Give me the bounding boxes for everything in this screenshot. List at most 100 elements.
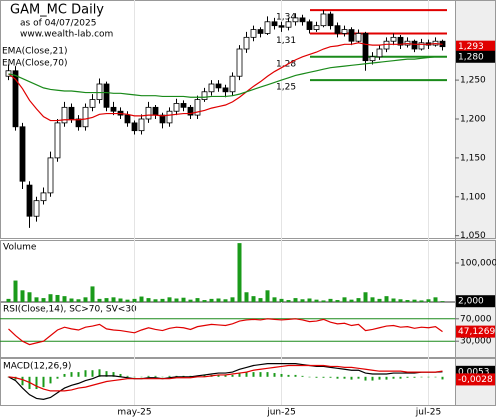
legend-entry: EMA(Close,21) (2, 47, 67, 57)
macd-line (8, 363, 443, 400)
histogram-bar (238, 373, 241, 377)
candle-body (390, 36, 397, 42)
histogram-bar (56, 376, 59, 379)
volume-bar (363, 292, 368, 302)
volume-bar (83, 297, 88, 302)
last-value-label: 1,293 (458, 42, 484, 52)
level-label: 1,28 (276, 59, 296, 69)
volume-bar (440, 301, 445, 302)
candle-body (257, 29, 264, 34)
volume-bar (349, 299, 354, 302)
histogram-bar (378, 376, 381, 380)
histogram-bar (308, 376, 311, 378)
histogram-bar (154, 375, 157, 377)
volume-bar (251, 296, 256, 302)
volume-bar (69, 298, 74, 302)
volume-bar (160, 298, 165, 302)
volume-bar (125, 299, 130, 302)
volume-bar (300, 299, 305, 302)
histogram-bar (119, 373, 122, 377)
candle-body (201, 91, 208, 100)
y-tick-label: 100,000 (460, 259, 496, 269)
volume-bar (321, 300, 326, 302)
candle-body (215, 83, 222, 89)
volume-bar (370, 297, 375, 302)
volume-bar (181, 297, 186, 302)
histogram-bar (399, 376, 402, 379)
histogram-bar (315, 376, 318, 378)
volume-bar (139, 296, 144, 302)
candle-body (320, 13, 327, 27)
volume-bar (412, 299, 417, 302)
histogram-bar (161, 376, 164, 378)
volume-bar (90, 286, 95, 302)
last-value-box (456, 325, 495, 338)
volume-bar (223, 299, 228, 302)
volume-bar (426, 299, 431, 302)
candle-body (26, 184, 33, 217)
volume-bar (286, 300, 291, 302)
volume-bar (202, 300, 207, 302)
histogram-bar (133, 376, 136, 378)
histogram-bar (343, 376, 346, 379)
candle-body (369, 56, 376, 62)
histogram-bar (434, 376, 437, 378)
histogram-bar (441, 376, 444, 380)
candle-body (40, 192, 47, 202)
candle-body (96, 83, 103, 100)
y-tick-label: 1,200 (460, 115, 486, 125)
volume-bar (272, 297, 277, 302)
candle-body (264, 21, 271, 34)
ema-line (8, 56, 443, 98)
histogram-bar (147, 375, 150, 377)
histogram-bar (21, 376, 24, 386)
volume-bar (237, 243, 242, 302)
rsi-line (8, 318, 443, 346)
x-tick-label: jun-25 (266, 408, 296, 418)
candle-body (278, 25, 285, 28)
histogram-bar (301, 375, 304, 377)
volume-bar (62, 296, 67, 302)
histogram-bar (259, 372, 262, 377)
volume-bar (377, 298, 382, 302)
histogram-bar (77, 372, 80, 377)
histogram-bar (420, 376, 423, 378)
candle-body (229, 75, 236, 93)
histogram-bar (63, 373, 66, 377)
candle-body (12, 70, 19, 128)
volume-bar (293, 298, 298, 302)
candle-body (180, 103, 187, 108)
volume-bar (104, 298, 109, 302)
candle-body (397, 36, 404, 46)
volume-bar (55, 294, 60, 302)
candle-body (131, 122, 138, 132)
histogram-bar (287, 374, 290, 377)
volume-bar (97, 298, 102, 302)
volume-bar (34, 297, 39, 302)
volume-bar (342, 297, 347, 302)
last-value-label: 2,000 (458, 297, 484, 307)
candle-body (411, 40, 418, 50)
y-tick-label: 1,150 (460, 153, 486, 163)
histogram-bar (224, 374, 227, 377)
candle-body (194, 99, 201, 116)
histogram-bar (245, 372, 248, 377)
volume-bar (216, 298, 221, 302)
histogram-bar (364, 376, 367, 381)
volume-bar (279, 298, 284, 302)
volume-bar (146, 298, 151, 302)
candle-body (418, 42, 425, 50)
volume-bar (13, 280, 18, 302)
last-value-label: 1,280 (458, 52, 484, 62)
candle-body (110, 106, 117, 112)
histogram-bar (322, 376, 325, 378)
legend-entry: EMA(Close,70) (2, 59, 67, 69)
volume-bar (195, 298, 200, 302)
histogram-bar (105, 371, 108, 377)
histogram-bar (336, 376, 339, 379)
volume-bar (265, 290, 270, 302)
histogram-bar (49, 376, 52, 384)
volume-bar (111, 297, 116, 302)
candle-body (145, 106, 152, 120)
